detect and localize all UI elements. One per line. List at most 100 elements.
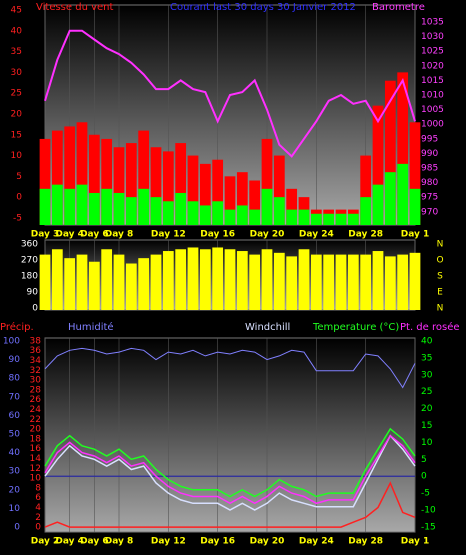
bar	[310, 254, 322, 310]
bar	[249, 180, 261, 225]
bar	[212, 201, 224, 225]
y-tick-label: 0	[421, 472, 427, 482]
legend-label: Humidité	[68, 321, 114, 333]
bar	[175, 143, 187, 225]
x-tick-label: Day 1	[401, 230, 430, 240]
y-tick-label: 1025	[421, 47, 444, 57]
y-tick-label: 975	[421, 193, 438, 203]
bar	[409, 188, 421, 225]
series-line	[44, 29, 416, 158]
bar	[212, 159, 224, 225]
legend-label: Précip.	[0, 321, 34, 333]
bar	[298, 209, 310, 225]
bar	[397, 163, 409, 225]
y-tick-label: 16	[30, 444, 42, 454]
bar	[224, 209, 236, 225]
y-tick-label: 15	[421, 421, 432, 431]
bar	[162, 201, 174, 225]
bar	[224, 176, 236, 225]
bar	[236, 172, 248, 225]
bar	[101, 188, 113, 225]
bar	[187, 201, 199, 225]
legend-label: Windchill	[245, 322, 290, 333]
bar	[162, 151, 174, 225]
y-tick-label: -15	[421, 522, 436, 532]
bar	[409, 122, 421, 225]
y-tick-label: S	[437, 271, 443, 281]
bar	[347, 213, 359, 225]
bar	[125, 143, 137, 225]
bar	[372, 184, 384, 225]
y-tick-label: 1020	[421, 61, 444, 71]
y-tick-label: 4	[35, 503, 41, 513]
y-tick-label: 60	[9, 411, 21, 421]
y-tick-label: 34	[30, 356, 42, 366]
bar	[236, 251, 248, 310]
bar	[397, 72, 409, 225]
y-tick-label: E	[437, 288, 443, 298]
bar	[310, 213, 322, 225]
bar	[286, 256, 298, 310]
y-tick-label: 10	[30, 474, 42, 484]
y-tick-label: 20	[421, 404, 433, 414]
y-tick-label: 35	[11, 47, 22, 57]
bar	[273, 155, 285, 225]
bar	[212, 247, 224, 310]
x-tick-label: Day 16	[200, 230, 235, 240]
y-tick-label: 32	[30, 366, 41, 376]
x-tick-label: Day 12	[151, 230, 186, 240]
y-tick-label: 995	[421, 134, 438, 144]
bar	[286, 209, 298, 225]
y-tick-label: 100	[3, 336, 20, 346]
bar	[224, 249, 236, 310]
bar	[360, 197, 372, 225]
y-tick-label: 36	[30, 346, 42, 356]
y-tick-label: 15	[11, 130, 22, 140]
y-tick-label: 14	[30, 454, 42, 464]
y-tick-label: -5	[13, 213, 22, 223]
bar	[51, 130, 63, 225]
y-tick-label: 24	[30, 405, 42, 415]
y-tick-label: 30	[421, 370, 433, 380]
y-tick-label: 90	[27, 288, 39, 298]
series-line	[44, 434, 416, 511]
bar	[384, 256, 396, 310]
bar	[199, 205, 211, 225]
bar	[162, 251, 174, 310]
bar	[199, 249, 211, 310]
bar	[113, 192, 125, 225]
x-tick-label: Day 24	[299, 537, 334, 547]
legend-label: Pt. de rosée	[400, 321, 460, 333]
x-tick-label: Day 16	[200, 537, 235, 547]
y-tick-label: 970	[421, 207, 438, 217]
y-tick-label: 1030	[421, 32, 444, 42]
y-tick-label: 0	[16, 193, 22, 203]
y-tick-label: 0	[32, 304, 38, 314]
x-tick-label: Day 4	[55, 537, 84, 547]
bar	[199, 163, 211, 225]
y-tick-label: 25	[11, 89, 22, 99]
y2-axis-label: Barometre	[372, 2, 425, 13]
y-tick-label: 40	[11, 26, 23, 36]
bar	[138, 258, 150, 310]
bar	[88, 192, 100, 225]
bar	[175, 249, 187, 310]
bar	[76, 122, 88, 225]
bar	[323, 213, 335, 225]
y-tick-label: 990	[421, 149, 438, 159]
bar	[372, 105, 384, 225]
y-tick-label: 1015	[421, 76, 444, 86]
bar	[125, 263, 137, 310]
bar	[286, 188, 298, 225]
series-line	[44, 481, 416, 528]
y-tick-label: 20	[30, 425, 42, 435]
bar	[187, 247, 199, 310]
bar	[64, 258, 76, 310]
y-tick-label: 50	[9, 429, 21, 439]
y-tick-label: 360	[21, 239, 38, 249]
y-tick-label: 985	[421, 164, 438, 174]
x-tick-label: Day 20	[250, 230, 285, 240]
bar	[39, 254, 51, 310]
bar	[138, 130, 150, 225]
